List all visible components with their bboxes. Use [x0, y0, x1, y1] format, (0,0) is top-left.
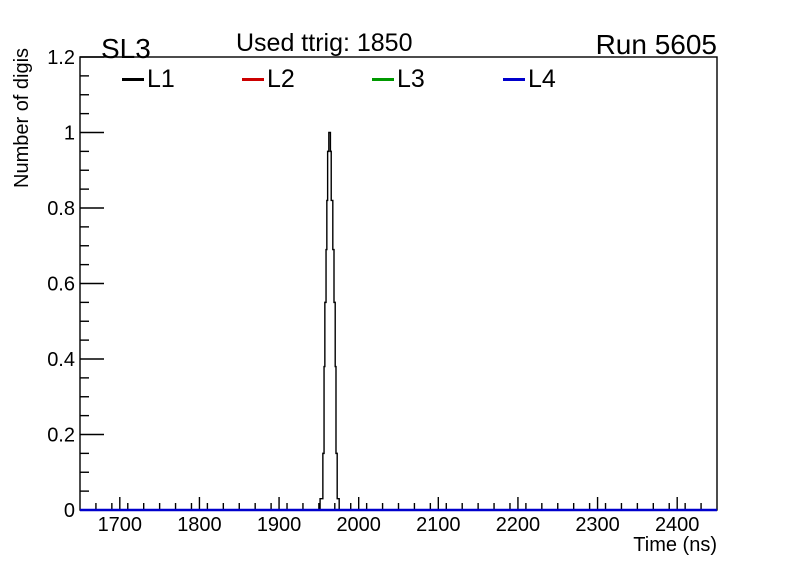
legend-label-l1: L1	[147, 64, 175, 93]
title-used-ttrig: Used ttrig: 1850	[236, 29, 413, 57]
plot-frame	[79, 56, 718, 511]
legend-item-l3: L3	[372, 64, 425, 93]
legend-label-l4: L4	[528, 64, 556, 93]
x-axis-tick-label: 2100	[416, 514, 461, 536]
x-axis-tick-label: 2300	[575, 514, 620, 536]
legend-marker-l3	[372, 77, 394, 81]
y-axis-tick-label: 1.2	[47, 47, 75, 69]
y-axis-tick-label: 0	[64, 500, 75, 522]
legend-item-l2: L2	[242, 64, 295, 93]
legend-marker-l4	[503, 77, 525, 81]
x-axis-tick-label: 1800	[177, 514, 222, 536]
series-line-l1	[80, 131, 717, 511]
y-axis-title: Number of digis	[11, 47, 33, 188]
legend-item-l1: L1	[122, 64, 175, 93]
legend-marker-l2	[242, 77, 264, 81]
y-axis-tick-label: 1	[64, 123, 75, 145]
x-axis-tick-label: 1700	[98, 514, 143, 536]
legend-marker-l1	[122, 77, 144, 81]
legend-label-l2: L2	[267, 64, 295, 93]
y-axis-tick-label: 0.4	[47, 349, 75, 371]
y-axis-tick-label: 0.6	[47, 274, 75, 296]
legend-item-l4: L4	[503, 64, 556, 93]
x-axis-tick-label: 2200	[496, 514, 541, 536]
x-axis-tick-label: 1900	[257, 514, 302, 536]
y-axis-tick-label: 0.8	[47, 198, 75, 220]
x-axis-tick-label: 2400	[655, 514, 700, 536]
title-run-number: Run 5605	[595, 29, 717, 60]
x-axis-tick-label: 2000	[336, 514, 381, 536]
title-superlayer: SL3	[101, 33, 151, 64]
legend-label-l3: L3	[397, 64, 425, 93]
x-axis-title: Time (ns)	[633, 534, 717, 556]
y-axis-tick-label: 0.2	[47, 425, 75, 447]
